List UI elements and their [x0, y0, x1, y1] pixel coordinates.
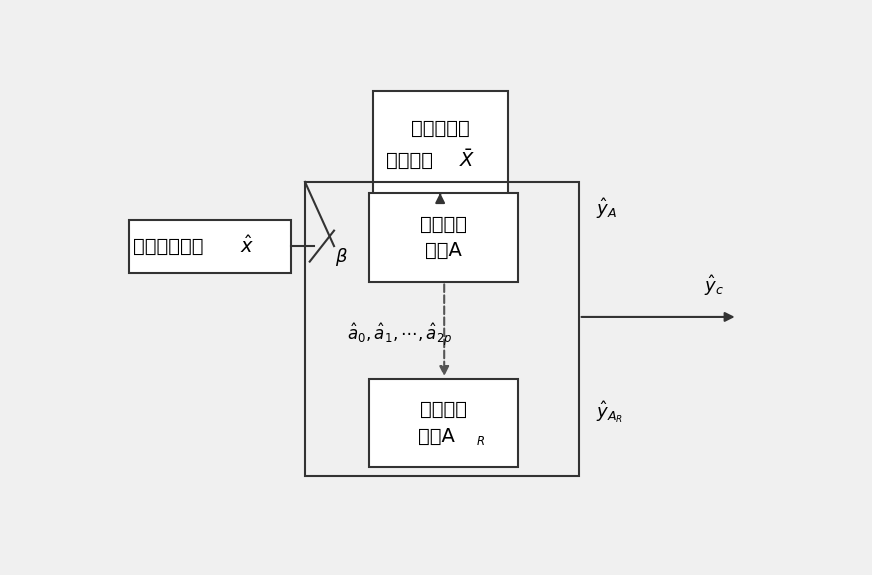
Text: $\bar{X}$: $\bar{X}$	[459, 150, 475, 171]
Text: 矩阵A: 矩阵A	[419, 427, 455, 446]
Text: 列中数据: 列中数据	[386, 151, 433, 170]
Text: 矩阵A: 矩阵A	[425, 241, 462, 260]
Text: $\hat{x}$: $\hat{x}$	[241, 235, 255, 257]
Text: 生产过程数据: 生产过程数据	[133, 236, 203, 256]
Text: $\hat{a}_0,\hat{a}_1,\cdots,\hat{a}_{2p}$: $\hat{a}_0,\hat{a}_1,\cdots,\hat{a}_{2p}…	[347, 321, 453, 348]
Text: $\hat{y}_A$: $\hat{y}_A$	[596, 196, 617, 221]
Text: $\hat{y}_{A_R}$: $\hat{y}_{A_R}$	[596, 399, 623, 425]
Text: 定长时序队: 定长时序队	[411, 119, 469, 138]
Text: $\hat{y}_c$: $\hat{y}_c$	[704, 274, 724, 298]
Text: 备份模型: 备份模型	[420, 400, 467, 419]
Bar	[305, 182, 579, 476]
Bar	[129, 220, 291, 273]
Bar	[369, 379, 518, 467]
Text: $_R$: $_R$	[476, 430, 486, 448]
Bar	[369, 193, 518, 282]
Text: 递推模型: 递推模型	[420, 214, 467, 233]
Bar	[372, 91, 508, 197]
Text: $\beta$: $\beta$	[336, 246, 348, 268]
